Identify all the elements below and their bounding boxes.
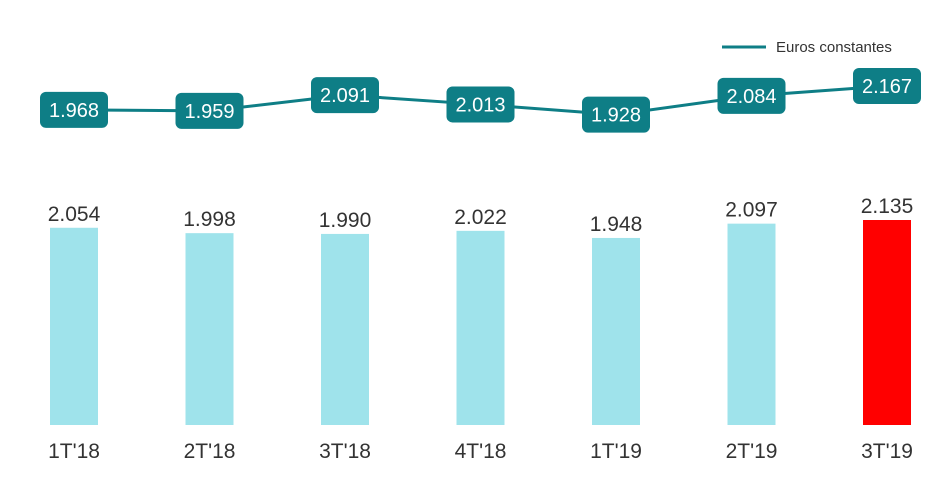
line-label-text: 2.167 [862,76,912,98]
bar-value-label: 2.054 [48,203,101,226]
line-label-text: 2.013 [455,94,505,116]
x-tick-label: 1T'18 [48,440,100,463]
line-value-label: 2.167 [853,67,921,104]
bar [592,237,640,425]
line-label-text: 2.091 [320,85,370,107]
bar [50,227,98,425]
line-value-label: 2.091 [311,77,379,114]
bar [727,223,776,425]
line-label-box [446,86,515,123]
line-value-labels: 1.968 1.959 2.091 2.013 1.928 2.084 2.167 [40,67,921,133]
line-value-label: 1.959 [175,92,244,129]
x-tick-label: 3T'18 [319,440,371,463]
line-label-box [853,67,921,104]
legend: Euros constantes [722,39,892,56]
line-value-label: 2.084 [717,77,786,114]
line-label-box [311,77,379,114]
x-tick-label: 4T'18 [455,440,507,463]
bar-series [50,220,911,425]
line-label-box [717,77,786,114]
x-axis-tick-labels: 1T'18 2T'18 3T'18 4T'18 1T'19 2T'19 3T'19 [48,440,913,463]
bar-value-label: 2.022 [454,206,507,229]
line-label-box [175,92,244,129]
bar-value-label: 1.948 [590,213,643,236]
line-label-text: 1.959 [184,101,234,123]
x-tick-label: 3T'19 [861,440,913,463]
bar-value-label: 1.998 [183,208,236,231]
bar [185,233,234,425]
x-tick-label: 2T'18 [184,440,236,463]
line-value-label: 1.968 [40,91,108,128]
bar-value-label: 2.135 [861,195,914,218]
x-tick-label: 1T'19 [590,440,642,463]
line-label-text: 2.084 [726,86,776,108]
bar-value-labels: 2.054 1.998 1.990 2.022 1.948 2.097 2.135 [48,195,914,236]
bar [456,230,505,425]
line-label-box [40,91,108,128]
bar [321,233,369,425]
bar-value-label: 2.097 [725,199,778,222]
bar [863,220,911,425]
line-value-label: 1.928 [582,96,650,133]
line-value-label: 2.013 [446,86,515,123]
line-label-box [582,96,650,133]
line-label-text: 1.928 [591,105,641,127]
x-tick-label: 2T'19 [726,440,778,463]
line-label-text: 1.968 [49,100,99,122]
bar-value-label: 1.990 [319,209,372,232]
legend-label: Euros constantes [776,39,892,56]
